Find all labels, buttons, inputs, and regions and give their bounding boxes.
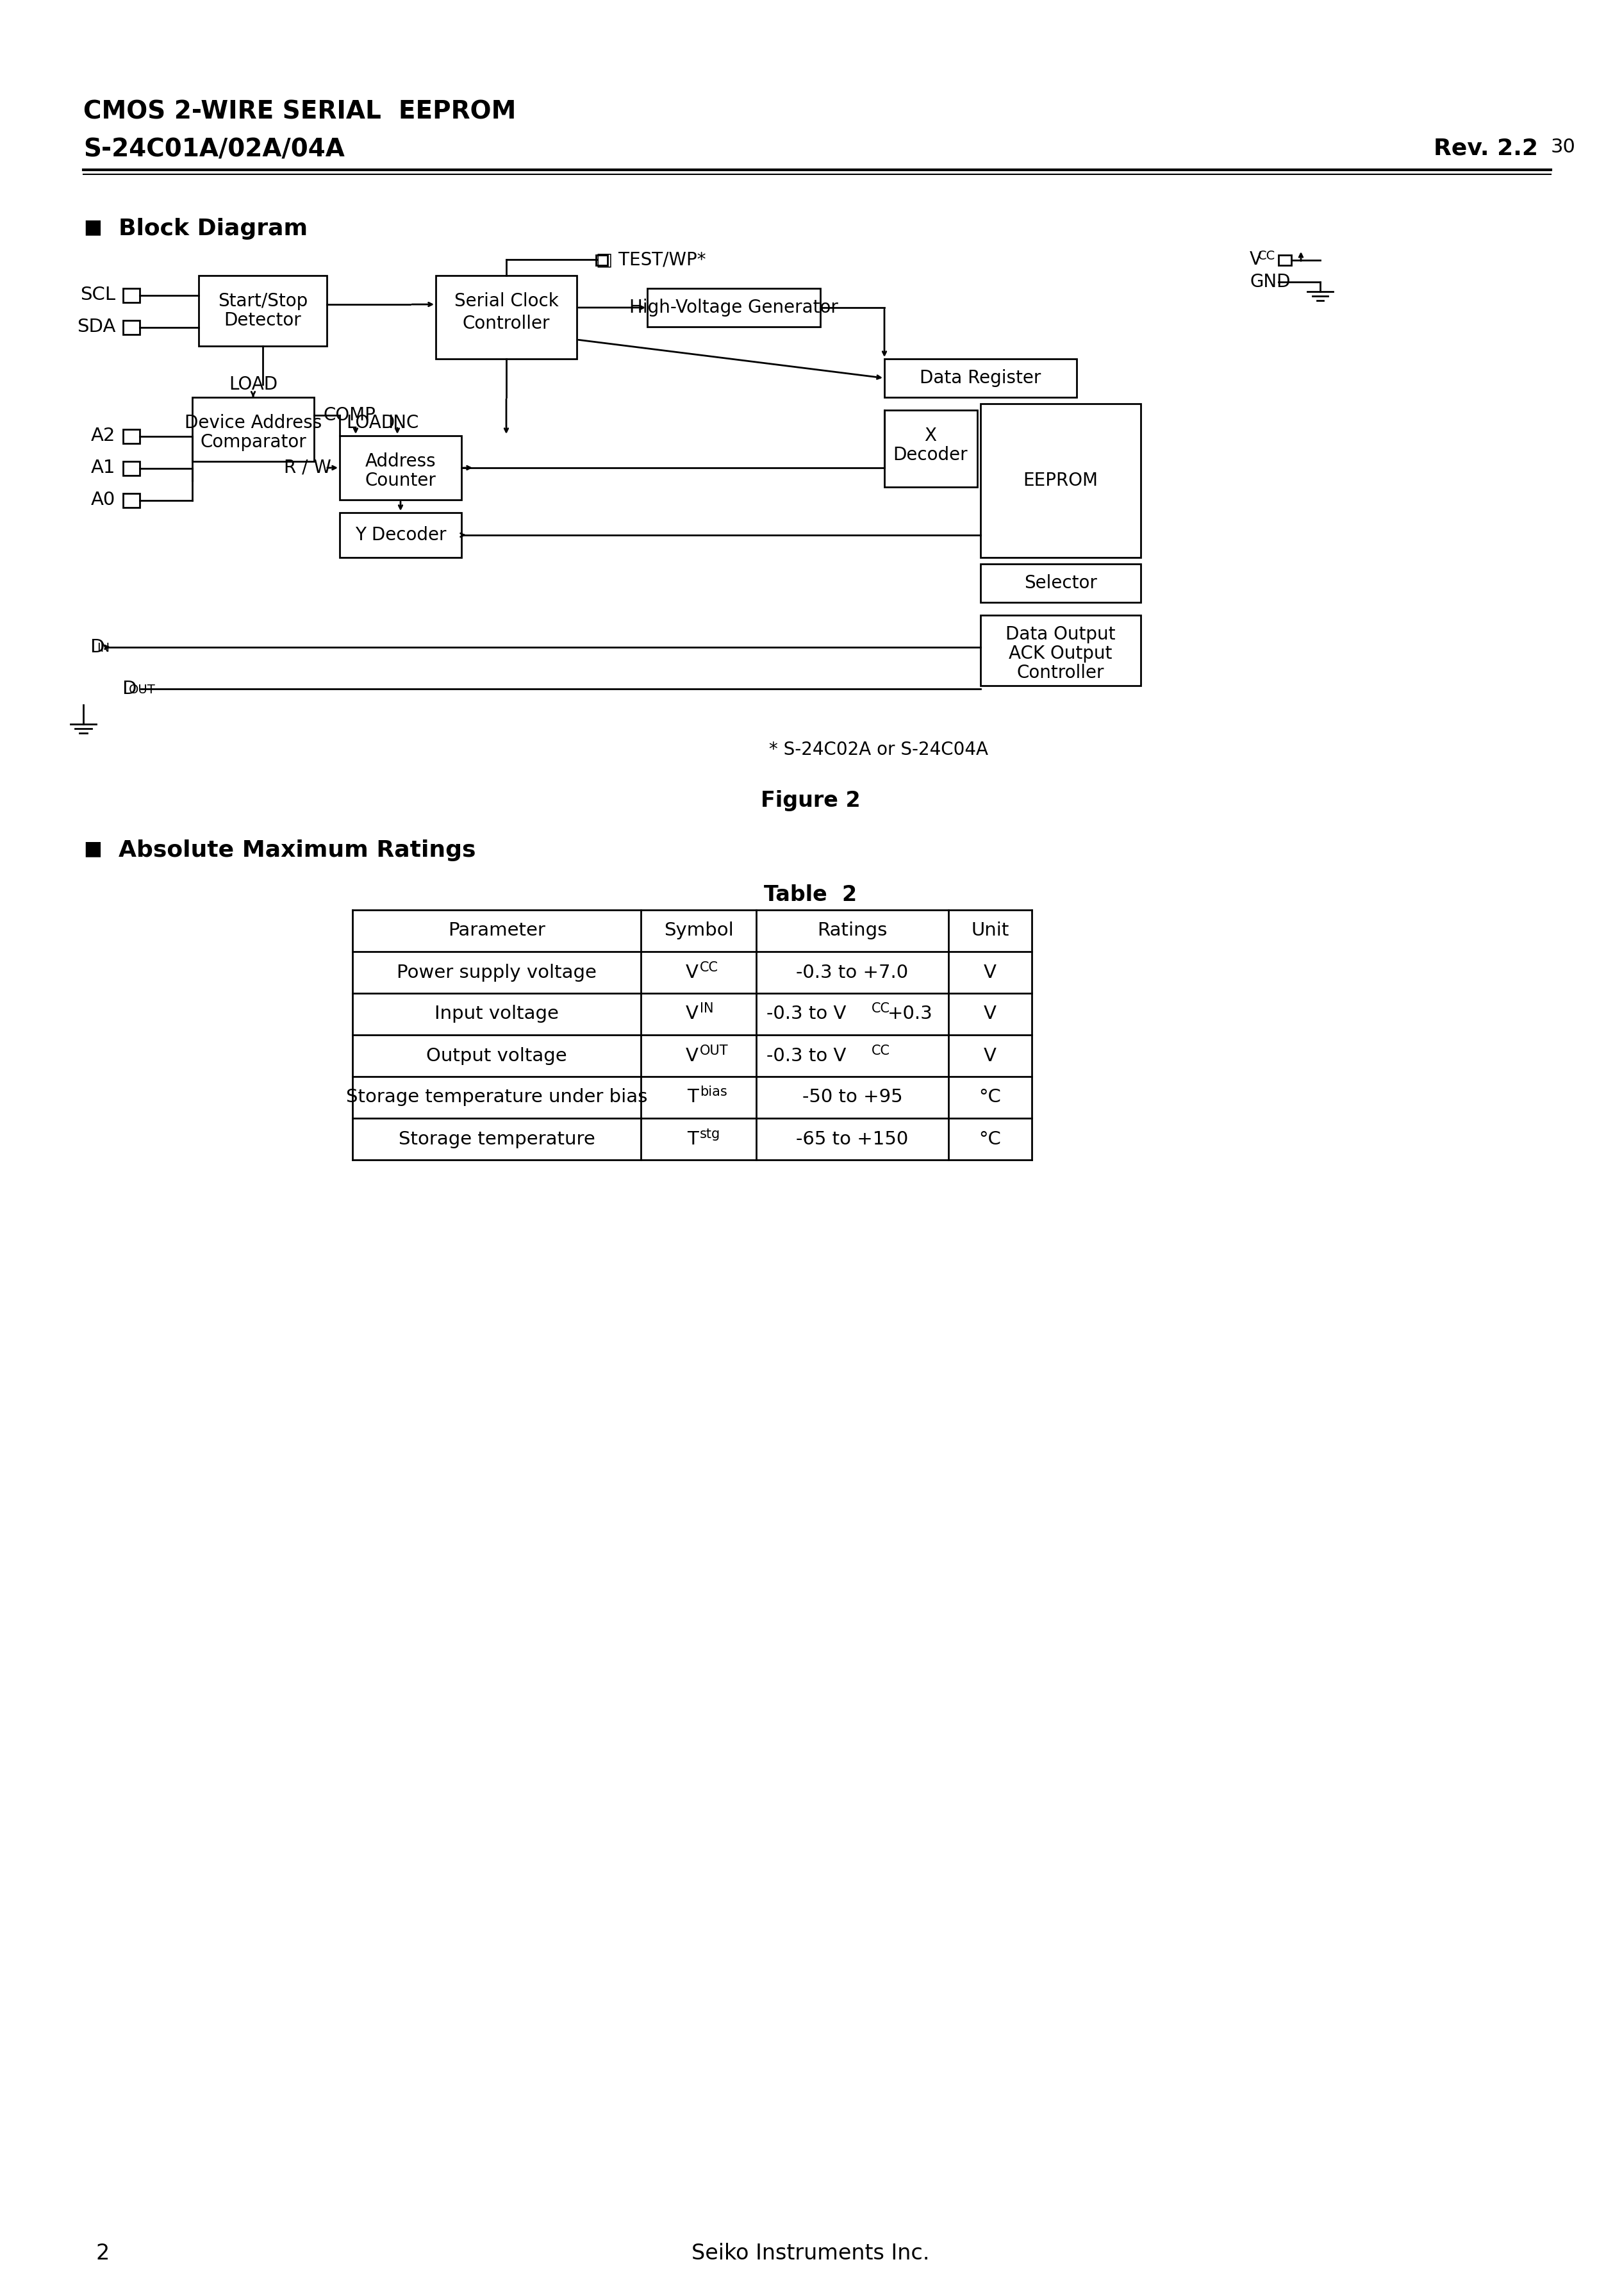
- Text: 30: 30: [1551, 138, 1577, 156]
- Text: Parameter: Parameter: [448, 921, 545, 939]
- Text: T: T: [688, 1088, 699, 1107]
- Text: Detector: Detector: [224, 312, 302, 328]
- Text: -0.3 to V: -0.3 to V: [766, 1047, 847, 1065]
- Text: ■: ■: [83, 218, 102, 236]
- Bar: [198, 276, 328, 347]
- Text: Storage temperature under bias: Storage temperature under bias: [345, 1088, 647, 1107]
- Text: OUT: OUT: [699, 1045, 728, 1056]
- Text: 2: 2: [96, 2243, 110, 2264]
- Text: Rev. 2.2: Rev. 2.2: [1434, 138, 1538, 158]
- Bar: [1278, 255, 1291, 266]
- Text: Counter: Counter: [365, 471, 436, 489]
- Text: V: V: [985, 1047, 996, 1065]
- Bar: [981, 404, 1140, 558]
- Text: V: V: [985, 1006, 996, 1024]
- Text: -50 to +95: -50 to +95: [803, 1088, 902, 1107]
- Text: Ratings: Ratings: [817, 921, 887, 939]
- Bar: [647, 289, 821, 326]
- Bar: [884, 411, 978, 487]
- Text: R / W: R / W: [284, 459, 331, 478]
- Text: Power supply voltage: Power supply voltage: [397, 964, 597, 980]
- Text: X: X: [925, 427, 936, 445]
- Text: Absolute Maximum Ratings: Absolute Maximum Ratings: [118, 840, 475, 861]
- Bar: [339, 436, 461, 501]
- Text: A1: A1: [91, 459, 115, 478]
- Bar: [595, 255, 608, 266]
- Text: °C: °C: [980, 1088, 1001, 1107]
- Text: SDA: SDA: [76, 317, 115, 335]
- Text: Seiko Instruments Inc.: Seiko Instruments Inc.: [691, 2243, 929, 2264]
- Text: V: V: [985, 964, 996, 980]
- Text: -0.3 to V: -0.3 to V: [766, 1006, 847, 1024]
- Text: V: V: [686, 1047, 699, 1065]
- Text: Address: Address: [365, 452, 436, 471]
- Text: Device Address: Device Address: [185, 413, 321, 432]
- Text: Unit: Unit: [972, 921, 1009, 939]
- Bar: [123, 461, 139, 475]
- Text: bias: bias: [699, 1086, 727, 1100]
- Text: ■: ■: [83, 840, 102, 859]
- Bar: [123, 494, 139, 507]
- Text: Start/Stop: Start/Stop: [217, 292, 308, 310]
- Text: +0.3: +0.3: [887, 1006, 933, 1024]
- Text: D: D: [89, 638, 104, 657]
- Bar: [981, 615, 1140, 687]
- Text: stg: stg: [699, 1127, 720, 1141]
- Text: ACK Output: ACK Output: [1009, 645, 1113, 664]
- Text: CC: CC: [871, 1045, 890, 1056]
- Text: Data Output: Data Output: [1006, 625, 1116, 643]
- Text: IN: IN: [699, 1003, 714, 1015]
- Bar: [884, 358, 1077, 397]
- Text: V: V: [686, 1006, 699, 1024]
- Bar: [123, 321, 139, 335]
- Bar: [339, 512, 461, 558]
- Text: □ TEST/WP*: □ TEST/WP*: [595, 250, 706, 269]
- Text: -0.3 to +7.0: -0.3 to +7.0: [796, 964, 908, 980]
- Text: Comparator: Comparator: [200, 434, 307, 450]
- Text: IN: IN: [97, 643, 110, 654]
- Text: Y Decoder: Y Decoder: [355, 526, 446, 544]
- Text: Table  2: Table 2: [764, 884, 856, 905]
- Text: D: D: [122, 680, 136, 698]
- Text: Block Diagram: Block Diagram: [118, 218, 308, 239]
- Text: Storage temperature: Storage temperature: [399, 1130, 595, 1148]
- Text: Decoder: Decoder: [894, 445, 968, 464]
- Bar: [193, 397, 315, 461]
- Text: A2: A2: [91, 427, 115, 445]
- Bar: [981, 565, 1140, 602]
- Text: * S-24C02A or S-24C04A: * S-24C02A or S-24C04A: [769, 742, 988, 758]
- Text: Data Register: Data Register: [920, 370, 1041, 388]
- Bar: [436, 276, 577, 358]
- Text: S-24C01A/02A/04A: S-24C01A/02A/04A: [83, 138, 345, 163]
- Text: High-Voltage Generator: High-Voltage Generator: [629, 298, 839, 317]
- Text: COMP: COMP: [324, 406, 376, 425]
- Text: Selector: Selector: [1023, 574, 1096, 592]
- Text: LOAD: LOAD: [229, 377, 277, 393]
- Text: °C: °C: [980, 1130, 1001, 1148]
- Text: Controller: Controller: [1017, 664, 1105, 682]
- Text: Output voltage: Output voltage: [427, 1047, 568, 1065]
- Text: Controller: Controller: [462, 315, 550, 333]
- Text: LOAD: LOAD: [345, 413, 394, 432]
- Bar: [123, 429, 139, 443]
- Text: CC: CC: [871, 1003, 890, 1015]
- Text: V: V: [1249, 250, 1262, 269]
- Text: V: V: [686, 964, 699, 980]
- Text: Figure 2: Figure 2: [761, 790, 861, 810]
- Text: CC: CC: [699, 962, 719, 974]
- Text: Symbol: Symbol: [663, 921, 733, 939]
- Text: Input voltage: Input voltage: [435, 1006, 560, 1024]
- Text: CC: CC: [1259, 250, 1275, 262]
- Text: A0: A0: [91, 491, 115, 510]
- Text: T: T: [688, 1130, 699, 1148]
- Text: Serial Clock: Serial Clock: [454, 292, 558, 310]
- Text: -65 to +150: -65 to +150: [796, 1130, 908, 1148]
- Text: SCL: SCL: [79, 285, 115, 303]
- Text: EEPROM: EEPROM: [1023, 471, 1098, 489]
- Bar: [123, 289, 139, 303]
- Text: CMOS 2-WIRE SERIAL  EEPROM: CMOS 2-WIRE SERIAL EEPROM: [83, 99, 516, 124]
- Text: GND: GND: [1249, 273, 1291, 292]
- Text: INC: INC: [388, 413, 418, 432]
- Text: OUT: OUT: [128, 684, 156, 696]
